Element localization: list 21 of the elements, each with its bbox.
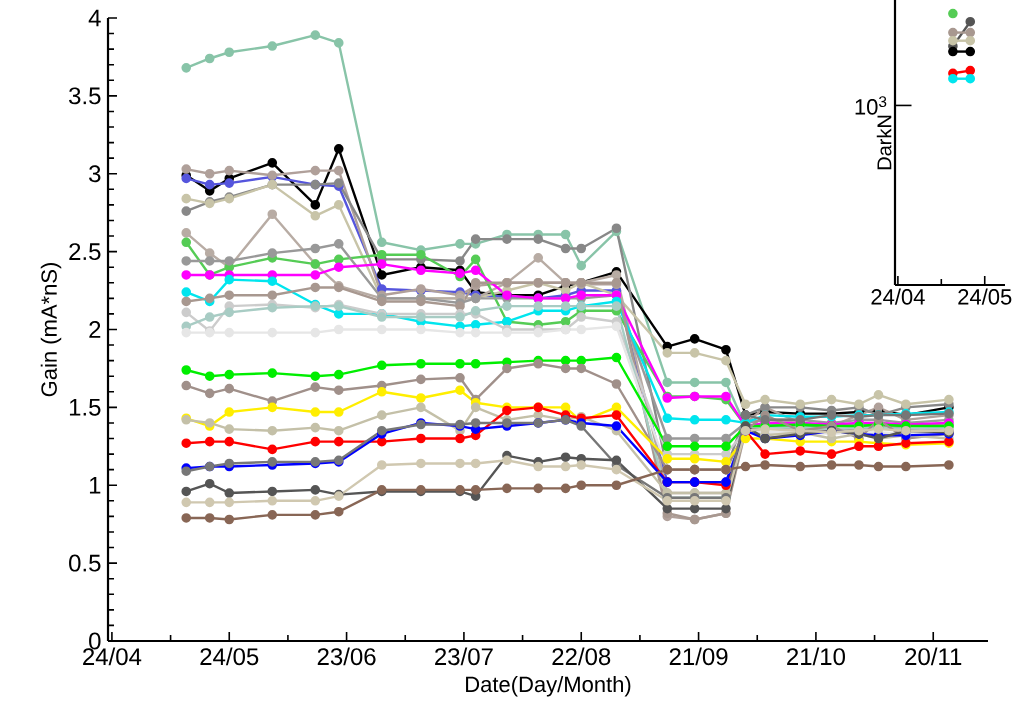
y-axis-title: Gain (mA*nS) [40, 263, 62, 397]
y-axis-title: DarkN [876, 115, 892, 170]
y-tick-label: 1.5 [69, 398, 101, 416]
x-tick-label: 24/04 [871, 288, 925, 305]
x-tick-label: 22/08 [552, 647, 611, 666]
x-tick-label: 21/09 [669, 647, 728, 666]
x-tick-label: 20/11 [905, 647, 962, 666]
x-tick-label: 24/05 [958, 288, 1012, 305]
y-tick-label: 1 [89, 476, 101, 494]
x-axis-title: Date(Day/Month) [466, 676, 631, 697]
y-tick-label: 0.5 [69, 554, 101, 572]
x-tick-label: 24/05 [200, 647, 259, 666]
x-tick-label: 23/06 [317, 647, 376, 666]
y-tick-label: 3.5 [69, 87, 101, 105]
y-tick-label: 3 [89, 165, 101, 183]
x-tick-label: 21/10 [787, 647, 845, 666]
y-tick-label: 2 [89, 321, 101, 338]
y-tick-label: 4 [88, 9, 101, 27]
x-tick-label: 23/07 [435, 647, 493, 666]
annotation: 10$^{3}$ [855, 96, 887, 115]
y-tick-label: 2.5 [69, 243, 101, 261]
